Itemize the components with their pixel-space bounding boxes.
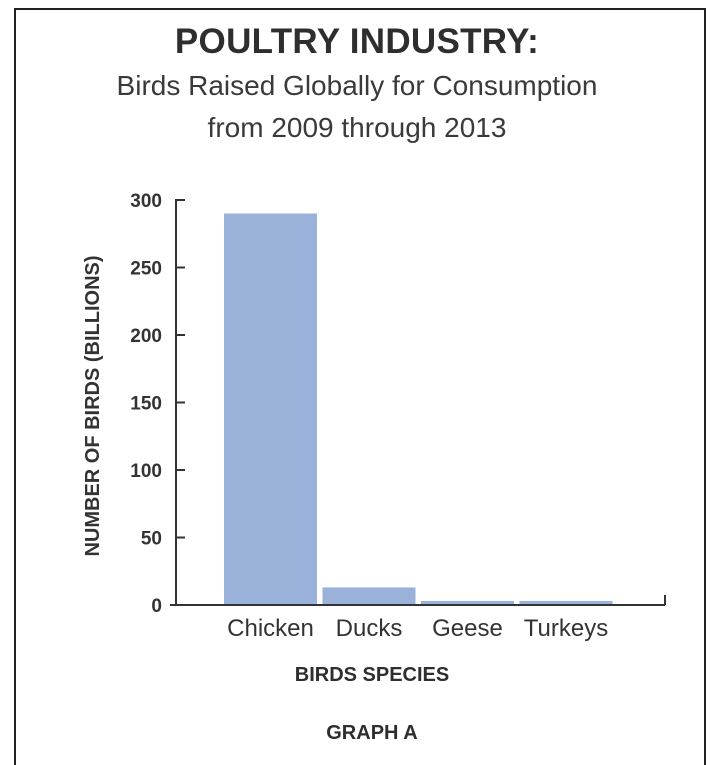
bar-turkeys (519, 600, 613, 605)
x-tick-label-chicken: Chicken (227, 615, 314, 642)
y-tick-label: 200 (130, 326, 162, 347)
x-axis-label: BIRDS SPECIES (294, 664, 450, 686)
bar-ducks (322, 587, 416, 605)
x-tick-label-geese: Geese (432, 615, 503, 642)
bar-chicken (224, 213, 317, 605)
axes: 0 50 100 150 200 250 300 Chicken Ducks Geese Turke… (130, 191, 666, 642)
figure-frame (14, 8, 706, 765)
graph-caption: GRAPH A (326, 722, 418, 744)
chart-subtitle-line2: from 2009 through 2013 (207, 112, 507, 143)
y-tick-label: 100 (130, 461, 162, 482)
bar-geese (421, 600, 514, 605)
y-tick-label: 50 (141, 529, 162, 550)
y-axis-label: NUMBER OF BIRDS (BILLIONS) (82, 255, 104, 556)
x-tick-label-turkeys: Turkeys (524, 615, 608, 642)
chart-title: POULTRY INDUSTRY: (174, 22, 540, 61)
y-tick-label: 300 (130, 191, 162, 212)
chart-subtitle-line1: Birds Raised Globally for Consumption (116, 70, 598, 101)
y-tick-label: 0 (151, 596, 162, 617)
bars (224, 213, 613, 605)
y-tick-label: 250 (130, 259, 162, 280)
y-tick-label: 150 (130, 394, 162, 415)
x-tick-label-ducks: Ducks (336, 615, 403, 642)
